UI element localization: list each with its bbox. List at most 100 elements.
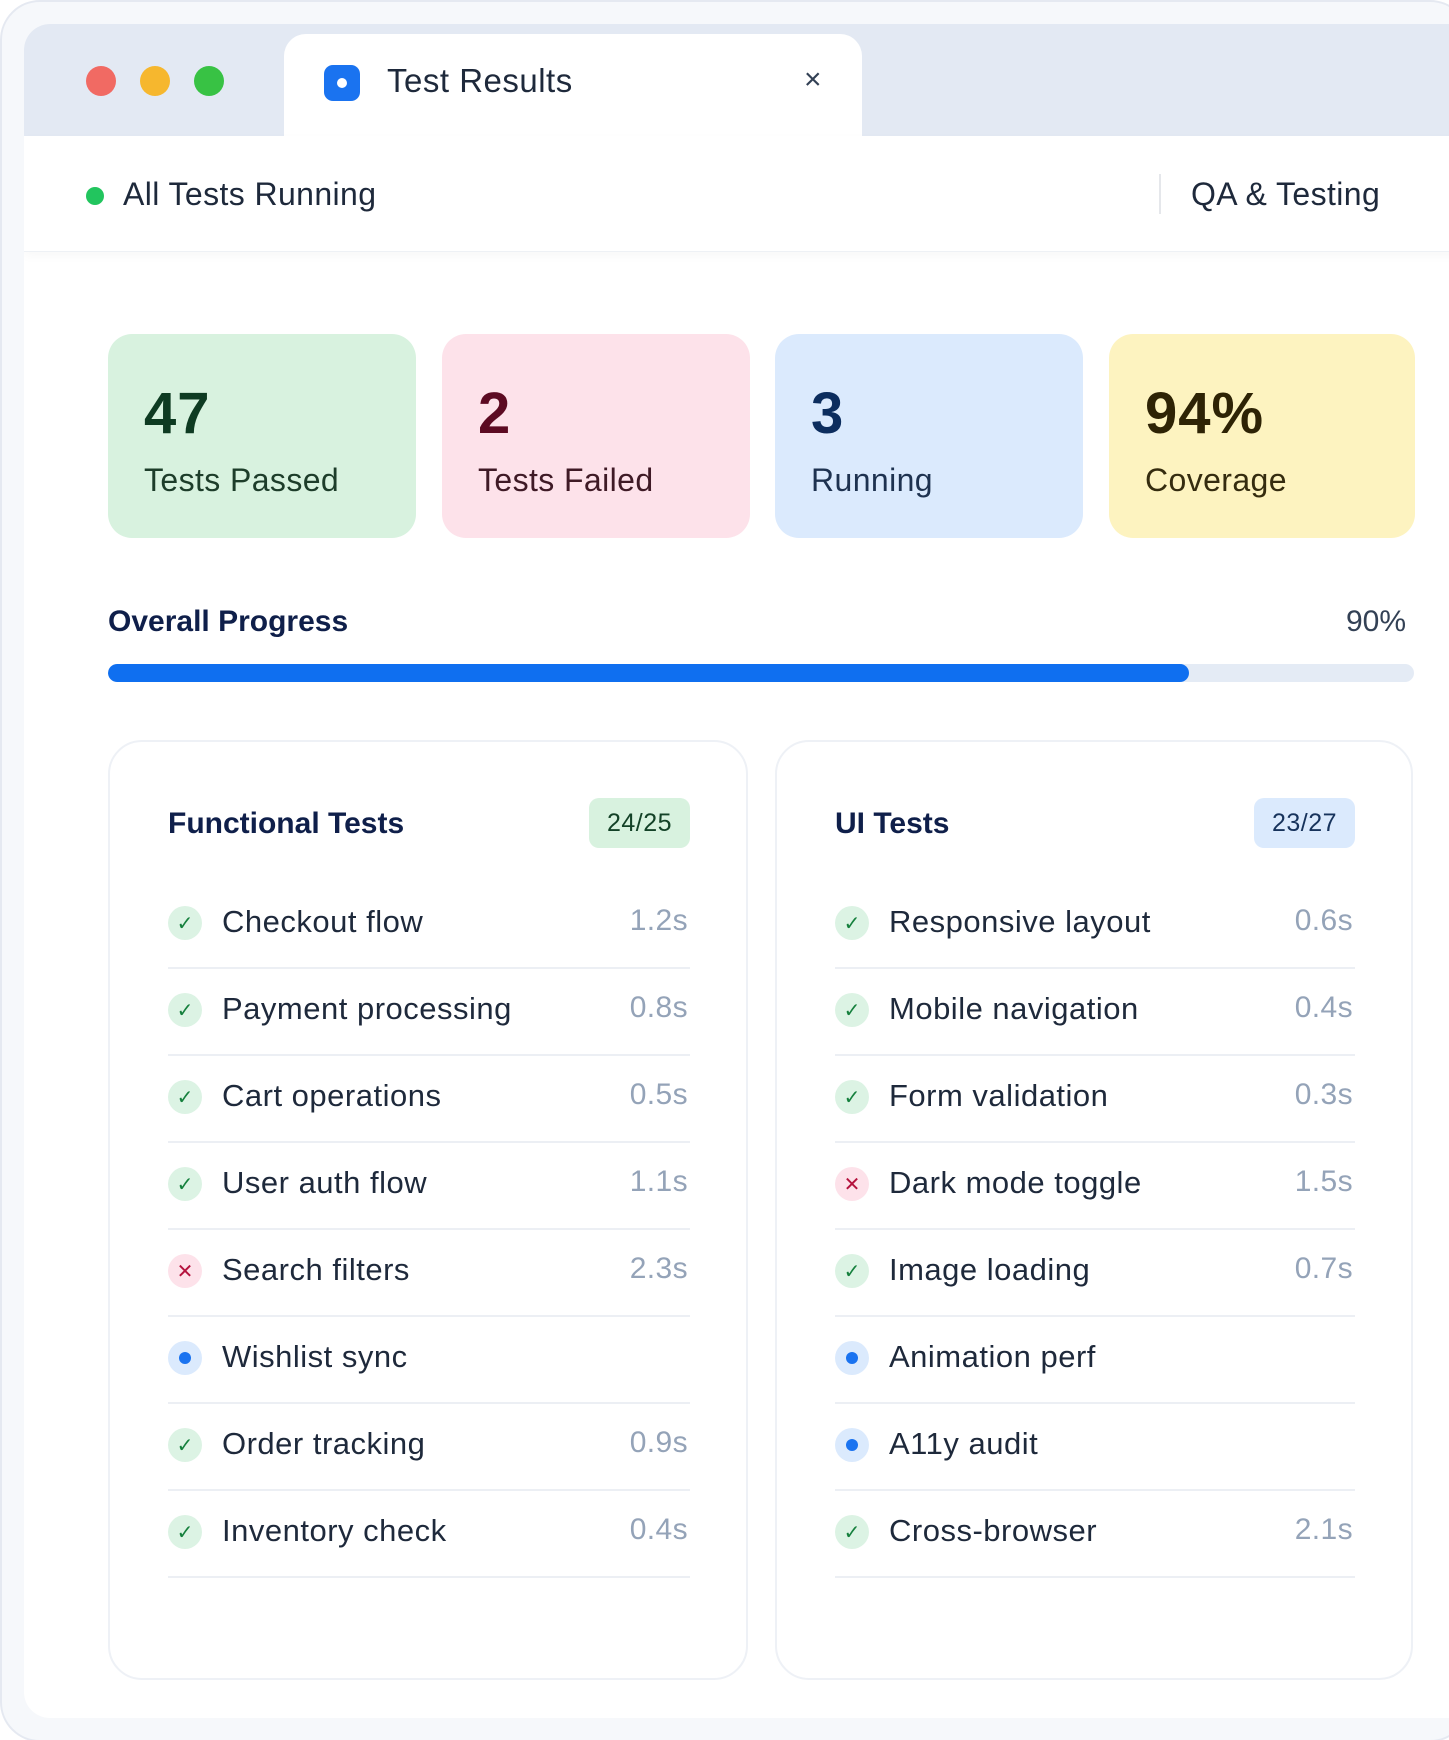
test-name: User auth flow bbox=[222, 1165, 428, 1200]
check-icon: ✓ bbox=[835, 1254, 869, 1288]
test-row[interactable]: ✕ Search filters 2.3s bbox=[168, 1230, 690, 1317]
close-icon[interactable]: × bbox=[804, 63, 822, 96]
progress-bar bbox=[108, 664, 1414, 682]
stat-label: Coverage bbox=[1145, 462, 1287, 498]
check-icon: ✓ bbox=[835, 1080, 869, 1114]
test-row[interactable]: ✓ Payment processing 0.8s bbox=[168, 969, 690, 1056]
stat-card-failed: 2 Tests Failed bbox=[442, 334, 750, 538]
tab-bar: Test Results × bbox=[24, 24, 1449, 136]
test-name: Inventory check bbox=[222, 1513, 447, 1548]
test-duration: 1.5s bbox=[1294, 1165, 1353, 1198]
test-list: ✓ Responsive layout 0.6s ✓ Mobile navigation… bbox=[835, 882, 1355, 1578]
x-icon: ✕ bbox=[835, 1167, 869, 1201]
divider bbox=[1159, 174, 1161, 214]
x-icon: ✕ bbox=[168, 1254, 202, 1288]
test-row[interactable]: ✓ Cross-browser 2.1s bbox=[835, 1491, 1355, 1578]
test-duration: 0.4s bbox=[629, 1513, 688, 1546]
test-name: Wishlist sync bbox=[222, 1339, 408, 1374]
test-row[interactable]: ✓ Inventory check 0.4s bbox=[168, 1491, 690, 1578]
stat-value: 94% bbox=[1145, 381, 1265, 446]
test-duration: 0.6s bbox=[1294, 904, 1353, 937]
test-duration: 1.1s bbox=[629, 1165, 688, 1198]
window-frame: Test Results × All Tests Running QA & Te… bbox=[24, 24, 1449, 1718]
functional-tests-panel: Functional Tests 24/25 ✓ Checkout flow 1.2… bbox=[108, 740, 748, 1680]
progress-title: Overall Progress bbox=[108, 605, 349, 638]
test-name: Checkout flow bbox=[222, 904, 424, 939]
running-dot-icon bbox=[168, 1341, 202, 1375]
stat-card-running: 3 Running bbox=[775, 334, 1083, 538]
test-row[interactable]: Wishlist sync bbox=[168, 1317, 690, 1404]
test-duration: 0.5s bbox=[629, 1078, 688, 1111]
test-row[interactable]: ✕ Dark mode toggle 1.5s bbox=[835, 1143, 1355, 1230]
test-row[interactable]: ✓ User auth flow 1.1s bbox=[168, 1143, 690, 1230]
test-name: Image loading bbox=[889, 1252, 1091, 1287]
test-name: Mobile navigation bbox=[889, 991, 1139, 1026]
count-badge: 23/27 bbox=[1253, 798, 1355, 848]
check-icon: ✓ bbox=[168, 1080, 202, 1114]
test-name: Search filters bbox=[222, 1252, 410, 1287]
test-duration: 0.7s bbox=[1294, 1252, 1353, 1285]
stat-value: 47 bbox=[144, 381, 211, 446]
tab-test-results[interactable]: Test Results × bbox=[284, 34, 862, 136]
stat-card-coverage: 94% Coverage bbox=[1109, 334, 1415, 538]
status-dot-icon bbox=[86, 187, 104, 205]
count-badge: 24/25 bbox=[588, 798, 690, 848]
check-icon: ✓ bbox=[168, 993, 202, 1027]
status-text: All Tests Running bbox=[123, 176, 377, 212]
test-duration: 0.4s bbox=[1294, 991, 1353, 1024]
status-bar: All Tests Running QA & Testing bbox=[24, 136, 1449, 252]
category-label: QA & Testing bbox=[1191, 176, 1381, 212]
panel-title: Functional Tests bbox=[168, 807, 405, 840]
tab-title: Test Results bbox=[387, 62, 573, 99]
test-row[interactable]: ✓ Cart operations 0.5s bbox=[168, 1056, 690, 1143]
test-row[interactable]: ✓ Mobile navigation 0.4s bbox=[835, 969, 1355, 1056]
check-icon: ✓ bbox=[168, 1167, 202, 1201]
test-duration: 2.3s bbox=[629, 1252, 688, 1285]
test-row[interactable]: ✓ Checkout flow 1.2s bbox=[168, 882, 690, 969]
test-name: Cart operations bbox=[222, 1078, 442, 1113]
check-icon: ✓ bbox=[168, 1428, 202, 1462]
check-icon: ✓ bbox=[168, 906, 202, 940]
check-icon: ✓ bbox=[835, 906, 869, 940]
test-name: Payment processing bbox=[222, 991, 512, 1026]
test-row[interactable]: ✓ Order tracking 0.9s bbox=[168, 1404, 690, 1491]
panel-title: UI Tests bbox=[835, 807, 950, 840]
stat-card-passed: 47 Tests Passed bbox=[108, 334, 416, 538]
progress-percent: 90% bbox=[1345, 605, 1406, 638]
test-name: Responsive layout bbox=[889, 904, 1151, 939]
test-row[interactable]: ✓ Image loading 0.7s bbox=[835, 1230, 1355, 1317]
running-dot-icon bbox=[835, 1341, 869, 1375]
test-name: Animation perf bbox=[889, 1339, 1096, 1374]
test-list: ✓ Checkout flow 1.2s ✓ Payment processing 0.8… bbox=[168, 882, 690, 1578]
test-duration: 0.9s bbox=[629, 1426, 688, 1459]
running-dot-icon bbox=[835, 1428, 869, 1462]
test-duration: 0.3s bbox=[1294, 1078, 1353, 1111]
minimize-window-button[interactable] bbox=[140, 66, 170, 96]
stat-label: Tests Failed bbox=[478, 462, 654, 498]
test-name: A11y audit bbox=[889, 1426, 1039, 1461]
stat-label: Tests Passed bbox=[144, 462, 340, 498]
test-name: Dark mode toggle bbox=[889, 1165, 1142, 1200]
check-icon: ✓ bbox=[835, 1515, 869, 1549]
test-duration: 1.2s bbox=[629, 904, 688, 937]
stat-label: Running bbox=[811, 462, 934, 498]
progress-fill bbox=[108, 664, 1190, 682]
close-window-button[interactable] bbox=[86, 66, 116, 96]
test-name: Order tracking bbox=[222, 1426, 426, 1461]
test-duration: 2.1s bbox=[1294, 1513, 1353, 1546]
test-row[interactable]: ✓ Responsive layout 0.6s bbox=[835, 882, 1355, 969]
test-row[interactable]: Animation perf bbox=[835, 1317, 1355, 1404]
test-name: Cross-browser bbox=[889, 1513, 1098, 1548]
test-row[interactable]: ✓ Form validation 0.3s bbox=[835, 1056, 1355, 1143]
test-duration: 0.8s bbox=[629, 991, 688, 1024]
test-row[interactable]: A11y audit bbox=[835, 1404, 1355, 1491]
test-name: Form validation bbox=[889, 1078, 1109, 1113]
stat-value: 2 bbox=[478, 381, 512, 446]
check-icon: ✓ bbox=[835, 993, 869, 1027]
app-icon bbox=[324, 65, 360, 101]
check-icon: ✓ bbox=[168, 1515, 202, 1549]
ui-tests-panel: UI Tests 23/27 ✓ Responsive layout 0.6s ✓ Mo… bbox=[775, 740, 1413, 1680]
maximize-window-button[interactable] bbox=[194, 66, 224, 96]
stat-value: 3 bbox=[811, 381, 845, 446]
